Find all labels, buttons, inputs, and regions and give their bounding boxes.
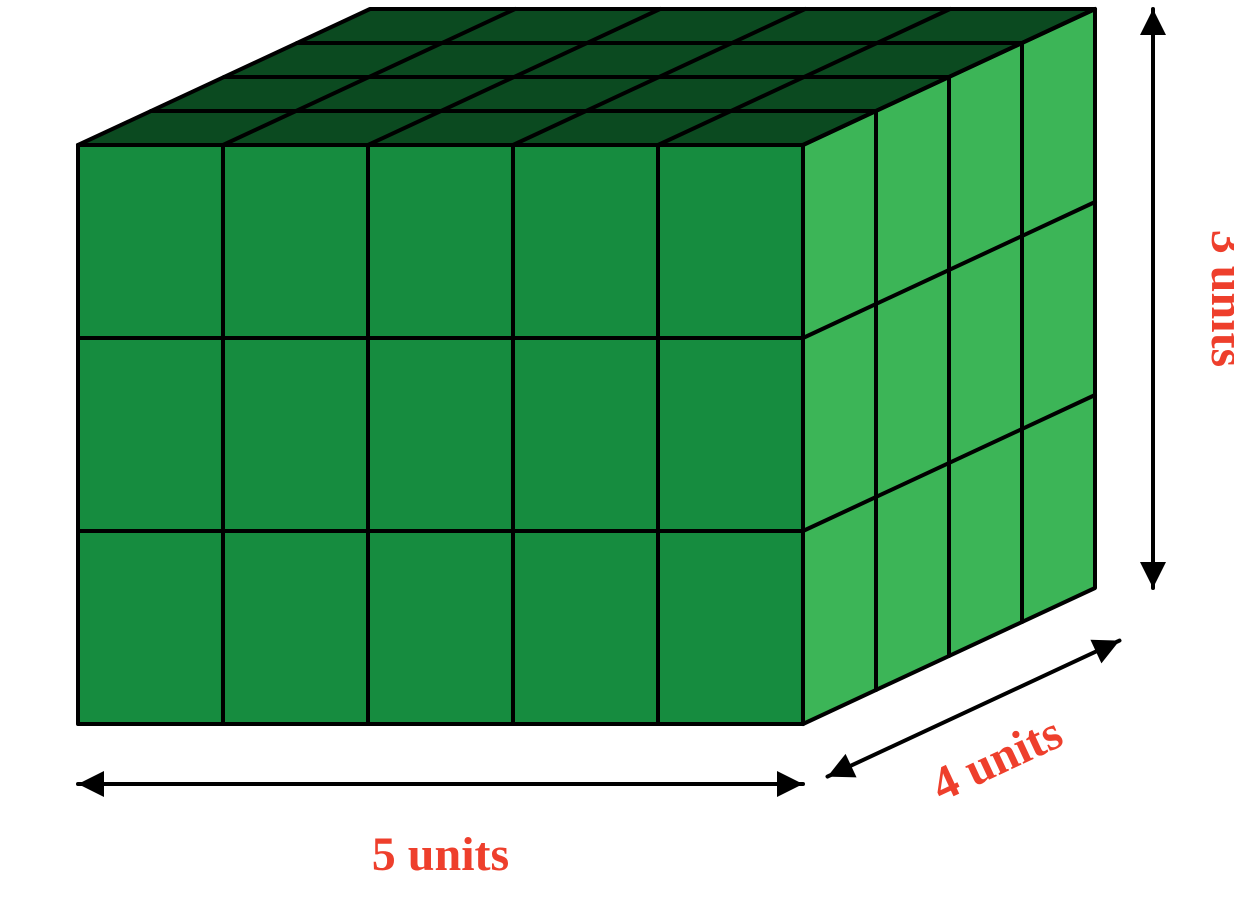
- width-label: 5 units: [372, 828, 509, 881]
- height-arrow: [1140, 9, 1166, 588]
- height-label: 3 units: [1201, 230, 1234, 367]
- prism-diagram: 5 units4 units3 units: [0, 0, 1234, 901]
- front-face: [78, 145, 803, 724]
- width-arrow: [78, 771, 803, 797]
